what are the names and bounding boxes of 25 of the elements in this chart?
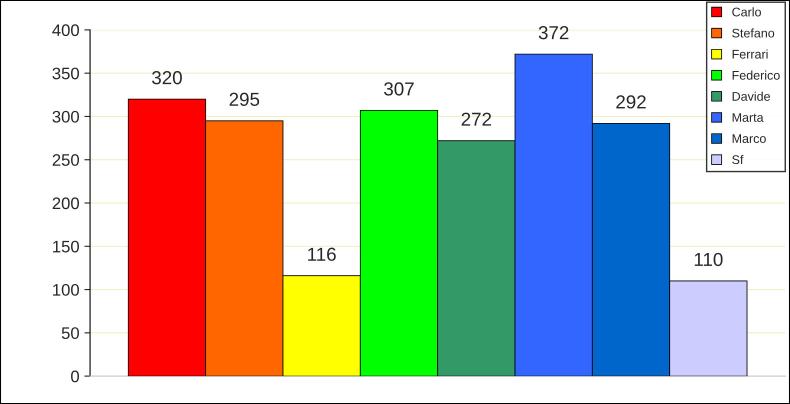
y-tick-label: 0 — [71, 370, 79, 382]
y-tick-label: 200 — [52, 197, 79, 210]
legend-label: Carlo — [732, 7, 761, 16]
y-tick-label: 50 — [62, 327, 79, 340]
y-tick-label: 250 — [52, 154, 79, 166]
data-label: 116 — [308, 248, 336, 261]
legend-label: Federico — [732, 70, 780, 80]
y-tick-label: 300 — [52, 110, 79, 123]
legend-label: Sf — [732, 154, 744, 164]
data-label: 272 — [462, 112, 492, 126]
legend-label: Stefano — [732, 28, 774, 38]
y-tick-label: 350 — [52, 68, 79, 80]
legend-label: Marta — [732, 113, 764, 122]
data-label: 372 — [538, 26, 568, 40]
legend-label: Davide — [732, 92, 770, 101]
data-label: 292 — [616, 95, 646, 109]
y-tick-label: 150 — [53, 240, 79, 252]
legend-label: Ferrari — [732, 49, 768, 59]
data-label: 295 — [230, 92, 260, 106]
data-label: 320 — [152, 71, 182, 84]
data-label: 307 — [384, 82, 414, 96]
legend-label: Marco — [732, 134, 766, 144]
y-tick-label: 400 — [52, 24, 79, 36]
y-tick-label: 100 — [53, 284, 79, 296]
data-label: 110 — [694, 252, 723, 266]
